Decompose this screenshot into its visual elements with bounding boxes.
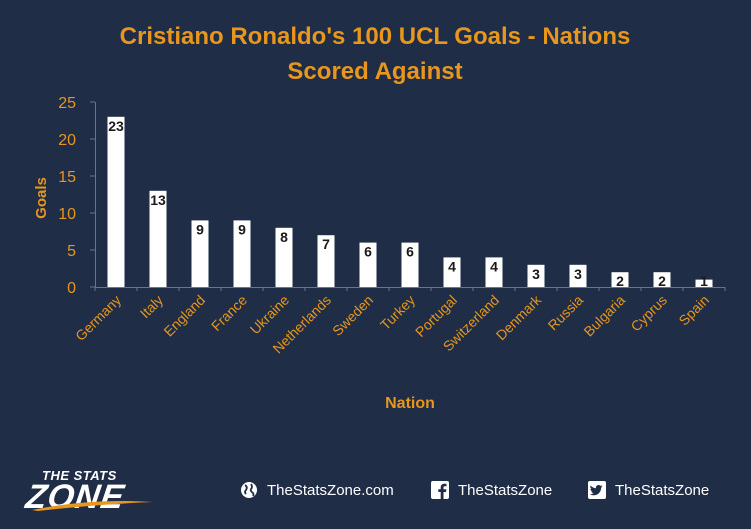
x-tick-label-denmark: Denmark	[493, 291, 545, 343]
bar-turkey	[401, 242, 419, 287]
y-tick-label: 10	[58, 206, 76, 223]
stats-zone-logo: THE STATS ZONE	[23, 466, 166, 522]
bar-chart: Cristiano Ronaldo's 100 UCL Goals - Nati…	[33, 23, 726, 412]
bar-denmark	[527, 264, 545, 287]
data-labels: 23 13 9 9 8 7 6 6 4 4 3 3 2 2 1	[108, 118, 708, 289]
y-tick-label: 5	[67, 243, 76, 260]
twitter-text: TheStatsZone	[615, 481, 710, 499]
data-label-ukraine: 8	[280, 229, 288, 245]
chart-title-line-1: Cristiano Ronaldo's 100 UCL Goals - Nati…	[120, 23, 631, 50]
x-tick-label-spain: Spain	[675, 292, 712, 329]
bar-cyprus	[653, 272, 671, 287]
data-label-spain: 1	[700, 273, 708, 289]
facebook-link[interactable]: TheStatsZone	[431, 480, 552, 500]
bar-netherlands	[317, 235, 335, 287]
data-label-england: 9	[196, 221, 204, 237]
globe-icon	[241, 482, 257, 498]
bar-sweden	[359, 242, 377, 287]
x-tick-label-france: France	[208, 292, 250, 334]
logo-text-top: THE STATS	[42, 468, 117, 483]
bar-bulgaria	[611, 272, 629, 287]
bar-italy	[149, 190, 167, 287]
x-tick-label-italy: Italy	[137, 292, 166, 321]
logo-swoosh-icon	[32, 501, 153, 511]
facebook-icon	[431, 481, 449, 499]
x-tick-label-sweden: Sweden	[329, 292, 376, 339]
footer: THE STATS ZONE TheStatsZone.com TheStats…	[0, 458, 751, 529]
y-tick-label: 15	[58, 169, 76, 186]
data-label-netherlands: 7	[322, 236, 330, 252]
website-text: TheStatsZone.com	[267, 481, 394, 499]
x-tick-label-england: England	[160, 292, 208, 340]
x-tick-label-cyprus: Cyprus	[627, 292, 670, 335]
bar-portugal	[443, 257, 461, 287]
bar-spain	[695, 279, 713, 287]
x-axis-label: Nation	[385, 395, 435, 412]
data-label-switzerland: 4	[490, 258, 498, 274]
website-link[interactable]: TheStatsZone.com	[240, 480, 394, 500]
bars	[107, 116, 713, 287]
data-label-portugal: 4	[448, 258, 456, 274]
x-tick-label-turkey: Turkey	[377, 292, 418, 333]
y-tick-label: 25	[58, 95, 76, 112]
chart-title-line-2: Scored Against	[287, 58, 462, 85]
twitter-icon	[588, 481, 606, 499]
bar-russia	[569, 264, 587, 287]
y-axis-ticks: 0 5 10 15 20 25	[58, 95, 95, 297]
x-tick-label-russia: Russia	[545, 292, 587, 334]
bar-ukraine	[275, 227, 293, 287]
bar-switzerland	[485, 257, 503, 287]
data-label-cyprus: 2	[658, 273, 666, 289]
y-tick-label: 0	[67, 280, 76, 297]
x-tick-label-bulgaria: Bulgaria	[580, 292, 628, 340]
facebook-text: TheStatsZone	[458, 481, 553, 499]
data-label-denmark: 3	[532, 266, 540, 282]
data-label-italy: 13	[150, 192, 166, 208]
bar-england	[191, 220, 209, 287]
data-label-turkey: 6	[406, 244, 414, 260]
y-axis-label: Goals	[33, 177, 50, 219]
data-label-sweden: 6	[364, 244, 372, 260]
twitter-link[interactable]: TheStatsZone	[588, 480, 709, 500]
data-label-germany: 23	[108, 118, 124, 134]
data-label-bulgaria: 2	[616, 273, 624, 289]
x-tick-label-germany: Germany	[72, 292, 124, 344]
data-label-russia: 3	[574, 266, 582, 282]
bar-germany	[107, 116, 125, 287]
data-label-france: 9	[238, 221, 246, 237]
y-tick-label: 20	[58, 132, 76, 149]
bar-france	[233, 220, 251, 287]
